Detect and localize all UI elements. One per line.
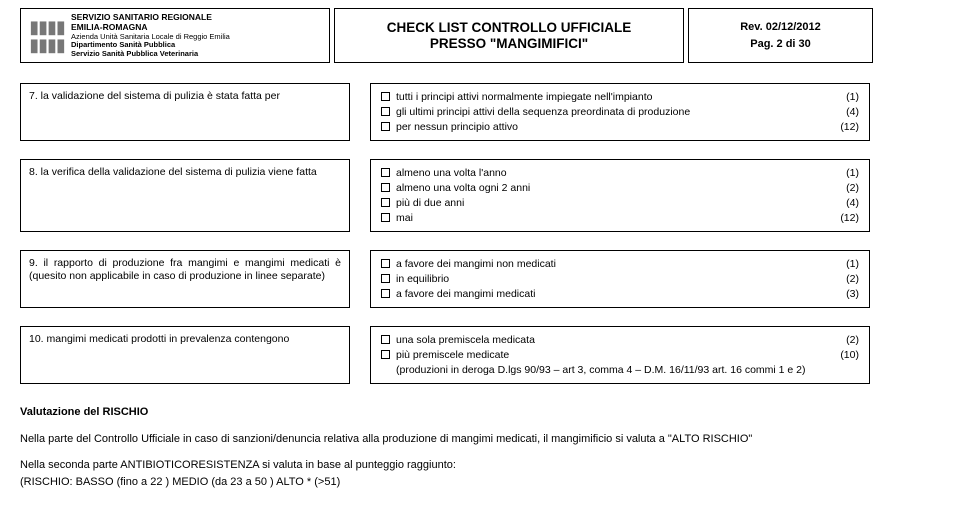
answer-text: almeno una volta ogni 2 anni: [396, 181, 840, 196]
header-rev-box: Rev. 02/12/2012 Pag. 2 di 30: [688, 8, 873, 63]
org-text: SERVIZIO SANITARIO REGIONALE EMILIA-ROMA…: [71, 13, 230, 58]
header-title-box: CHECK LIST CONTROLLO UFFICIALE PRESSO "M…: [334, 8, 684, 63]
question-9: 9. il rapporto di produzione fra mangimi…: [20, 250, 350, 308]
rischio-p1: Nella parte del Controllo Ufficiale in c…: [20, 431, 940, 448]
rischio-section: Valutazione del RISCHIO Nella parte del …: [20, 404, 940, 490]
question-7: 7. la validazione del sistema di pulizia…: [20, 83, 350, 141]
answer-score: (3): [846, 287, 859, 302]
org-logo-icon: ▮▮▮▮▮▮▮▮: [29, 18, 65, 54]
answer-score: (2): [846, 272, 859, 287]
title-line2: PRESSO "MANGIMIFICI": [387, 36, 631, 52]
answer-item: in equilibrio (2): [381, 272, 859, 287]
rischio-p2b: (RISCHIO: BASSO (fino a 22 ) MEDIO (da 2…: [20, 476, 340, 488]
checkbox-icon[interactable]: [381, 183, 390, 192]
answer-text: tutti i principi attivi normalmente impi…: [396, 90, 840, 105]
checkbox-icon[interactable]: [381, 198, 390, 207]
answer-score: (12): [840, 120, 859, 135]
answer-text: più premiscele medicate: [396, 348, 834, 363]
header: ▮▮▮▮▮▮▮▮ SERVIZIO SANITARIO REGIONALE EM…: [20, 8, 940, 63]
checkbox-icon[interactable]: [381, 213, 390, 222]
answer-text: mai: [396, 211, 834, 226]
answer-score: (10): [840, 348, 859, 363]
answer-item: una sola premiscela medicata (2): [381, 333, 859, 348]
answers-7: tutti i principi attivi normalmente impi…: [370, 83, 870, 141]
answers-9: a favore dei mangimi non medicati (1) in …: [370, 250, 870, 308]
row-8: 8. la verifica della validazione del sis…: [20, 159, 940, 232]
question-8: 8. la verifica della validazione del sis…: [20, 159, 350, 232]
row-7: 7. la validazione del sistema di pulizia…: [20, 83, 940, 141]
checkbox-icon[interactable]: [381, 259, 390, 268]
answer-score: (2): [846, 333, 859, 348]
title-line1: CHECK LIST CONTROLLO UFFICIALE: [387, 20, 631, 36]
answers-8: almeno una volta l'anno (1) almeno una vo…: [370, 159, 870, 232]
answer-score: (4): [846, 196, 859, 211]
answer-text: (produzioni in deroga D.lgs 90/93 – art …: [396, 363, 859, 378]
answer-item: più premiscele medicate (10): [381, 348, 859, 363]
answer-score: (2): [846, 181, 859, 196]
answer-item: a favore dei mangimi medicati (3): [381, 287, 859, 302]
answer-score: (12): [840, 211, 859, 226]
answer-score: (1): [846, 90, 859, 105]
rev-text: Rev. 02/12/2012: [740, 19, 821, 36]
answer-item: a favore dei mangimi non medicati (1): [381, 257, 859, 272]
header-org-box: ▮▮▮▮▮▮▮▮ SERVIZIO SANITARIO REGIONALE EM…: [20, 8, 330, 63]
answer-item: più di due anni (4): [381, 196, 859, 211]
checkbox-icon[interactable]: [381, 335, 390, 344]
answer-item: tutti i principi attivi normalmente impi…: [381, 90, 859, 105]
org-line5: Servizio Sanità Pubblica Veterinaria: [71, 50, 230, 59]
row-10: 10. mangimi medicati prodotti in prevale…: [20, 326, 940, 384]
answers-10: una sola premiscela medicata (2) più prem…: [370, 326, 870, 384]
answer-item: mai (12): [381, 211, 859, 226]
answer-score: (1): [846, 166, 859, 181]
page-text: Pag. 2 di 30: [750, 36, 811, 53]
answer-text: in equilibrio: [396, 272, 840, 287]
answer-text: almeno una volta l'anno: [396, 166, 840, 181]
answer-item: gli ultimi principi attivi della sequenz…: [381, 105, 859, 120]
answer-text: una sola premiscela medicata: [396, 333, 840, 348]
answer-text: a favore dei mangimi non medicati: [396, 257, 840, 272]
answer-text: più di due anni: [396, 196, 840, 211]
answer-item: almeno una volta l'anno (1): [381, 166, 859, 181]
checkbox-icon[interactable]: [381, 107, 390, 116]
answer-item: (produzioni in deroga D.lgs 90/93 – art …: [381, 363, 859, 378]
checkbox-icon[interactable]: [381, 289, 390, 298]
rischio-p2: Nella seconda parte ANTIBIOTICORESISTENZ…: [20, 457, 940, 490]
answer-score: (1): [846, 257, 859, 272]
question-10: 10. mangimi medicati prodotti in prevale…: [20, 326, 350, 384]
checkbox-icon[interactable]: [381, 274, 390, 283]
rischio-p2a: Nella seconda parte ANTIBIOTICORESISTENZ…: [20, 459, 456, 471]
checkbox-icon[interactable]: [381, 122, 390, 131]
rischio-title: Valutazione del RISCHIO: [20, 404, 940, 421]
answer-text: per nessun principio attivo: [396, 120, 834, 135]
answer-item: almeno una volta ogni 2 anni (2): [381, 181, 859, 196]
checkbox-icon[interactable]: [381, 168, 390, 177]
answer-text: gli ultimi principi attivi della sequenz…: [396, 105, 840, 120]
answer-item: per nessun principio attivo (12): [381, 120, 859, 135]
answer-text: a favore dei mangimi medicati: [396, 287, 840, 302]
checkbox-icon[interactable]: [381, 92, 390, 101]
answer-score: (4): [846, 105, 859, 120]
row-9: 9. il rapporto di produzione fra mangimi…: [20, 250, 940, 308]
checkbox-icon[interactable]: [381, 350, 390, 359]
